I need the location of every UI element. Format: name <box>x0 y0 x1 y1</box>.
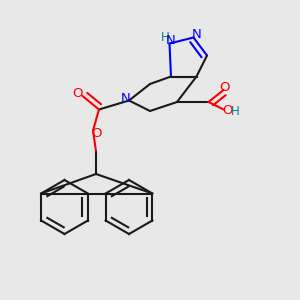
Text: H: H <box>230 105 239 119</box>
Text: O: O <box>220 81 230 94</box>
Text: N: N <box>192 28 202 41</box>
Text: H: H <box>160 31 169 44</box>
Text: N: N <box>166 34 176 47</box>
Text: O: O <box>72 87 82 100</box>
Text: O: O <box>222 104 232 118</box>
Text: N: N <box>121 92 130 106</box>
Text: O: O <box>91 127 101 140</box>
